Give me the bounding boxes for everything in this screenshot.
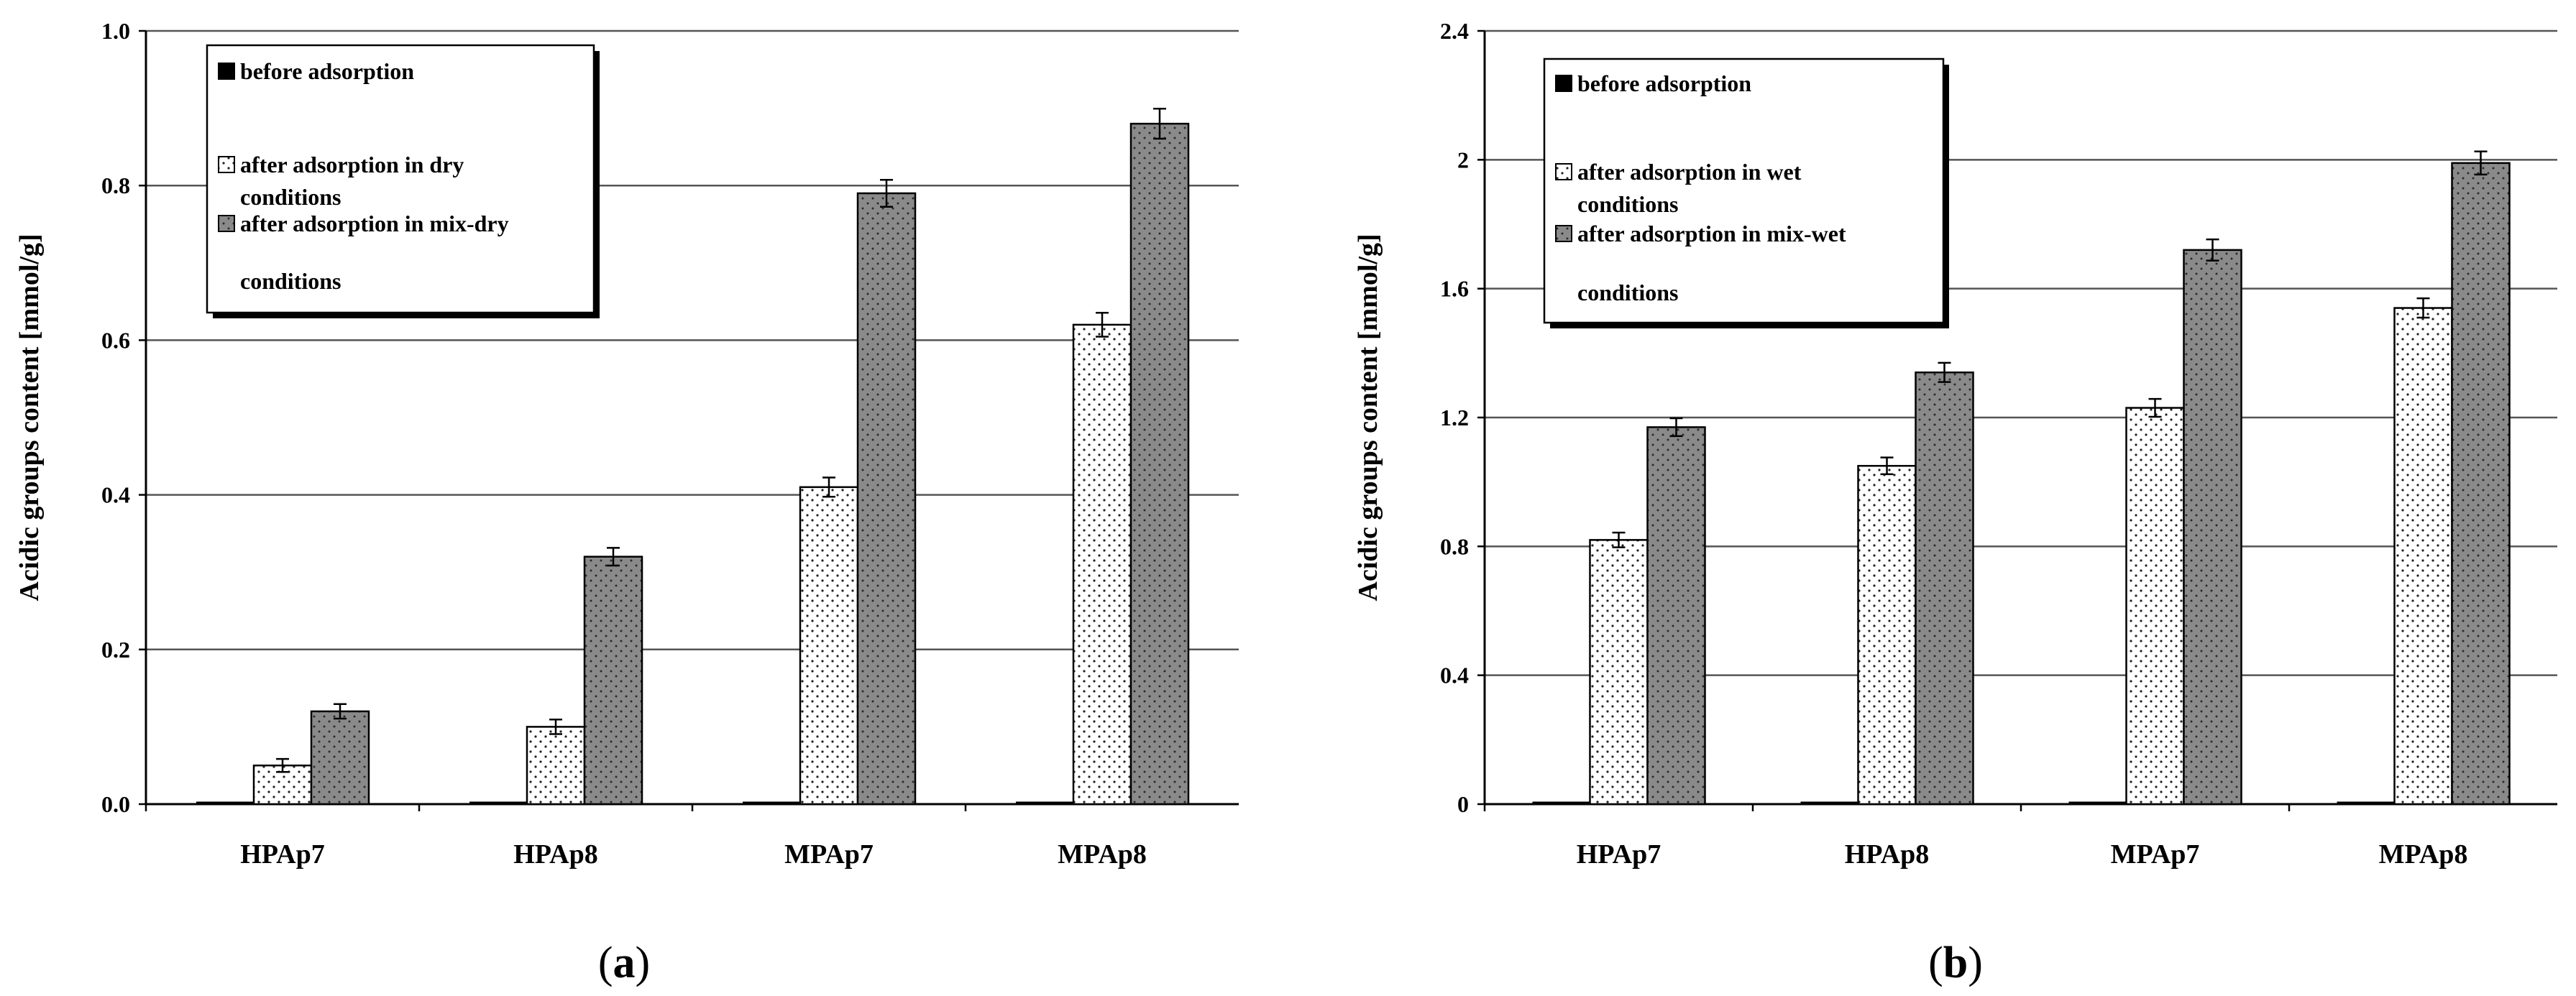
chart-panel-b: (b) 0 0.4 0.8 1.2 1.6 2 2.4 Acidic groups conte…: [1353, 18, 2557, 987]
chart-panel-a: (a) 0.0 0.2 0.4 0.6 0.8 1.0 Acidic groups cont…: [14, 18, 1239, 987]
y-axis-label: Acidic groups content [mmol/g]: [1353, 234, 1383, 601]
y-tick-label: 1.6: [1440, 276, 1469, 302]
category-label: HPAp8: [1845, 839, 1930, 870]
y-tick-label: 0.4: [101, 482, 130, 508]
category-label: MPAp7: [2111, 839, 2200, 870]
y-tick-label: 2.4: [1440, 18, 1469, 44]
legend-label: conditions: [1577, 280, 1678, 305]
bar: [583, 555, 643, 806]
bar: [1589, 539, 1649, 806]
y-tick-label: 1.0: [101, 18, 130, 44]
legend-swatch: [1555, 75, 1572, 92]
legend-swatch: [218, 215, 235, 232]
panel-label-b: (b): [1928, 939, 1983, 987]
legend-label: after adsorption in wet: [1577, 159, 1802, 185]
bar: [1072, 323, 1132, 806]
panel-letter-b: b: [1943, 939, 1968, 987]
legend-label: after adsorption in mix-dry: [240, 211, 509, 236]
legend-label: conditions: [1577, 191, 1678, 217]
legend-label: conditions: [240, 184, 341, 210]
y-tick-label: 0: [1457, 791, 1469, 817]
legend-label: before adsorption: [1577, 70, 1751, 96]
legend-swatch: [218, 156, 235, 173]
bar: [2393, 307, 2453, 806]
bar: [856, 192, 917, 806]
bar: [1915, 371, 1974, 806]
bar: [1646, 426, 1706, 806]
y-tick-label: 0.6: [101, 327, 130, 353]
bar: [2183, 249, 2242, 806]
legend-label: after adsorption in dry: [240, 152, 464, 177]
category-label: HPAp7: [1577, 839, 1661, 870]
legend-swatch: [218, 63, 235, 80]
panel-label-a: (a): [598, 939, 650, 987]
category-label: HPAp7: [240, 839, 325, 870]
legend-swatch: [1555, 225, 1572, 242]
legend-swatch: [1555, 163, 1572, 180]
category-label: MPAp8: [1058, 839, 1147, 870]
category-label: MPAp8: [2379, 839, 2468, 870]
y-tick-label: 0.8: [1440, 533, 1469, 559]
y-tick-label: 0.0: [101, 791, 130, 817]
bar: [1857, 465, 1917, 806]
bar: [310, 710, 370, 806]
legend-label: conditions: [240, 268, 341, 294]
y-tick-label: 2: [1457, 147, 1469, 172]
category-label: HPAp8: [513, 839, 598, 870]
legend-label: after adsorption in mix-wet: [1577, 221, 1846, 246]
legend-box: [1543, 57, 1945, 324]
y-tick-label: 1.2: [1440, 405, 1469, 430]
y-tick-label: 0.4: [1440, 663, 1469, 688]
bar: [2451, 162, 2511, 806]
bar: [1129, 122, 1190, 806]
legend-label: before adsorption: [240, 58, 414, 84]
y-tick-label: 0.2: [101, 637, 130, 663]
bar: [526, 726, 586, 806]
panel-letter-a: a: [613, 939, 636, 987]
legend-box: [206, 44, 595, 314]
y-axis-label: Acidic groups content [mmol/g]: [14, 234, 45, 601]
bar: [799, 486, 859, 806]
bar: [2125, 407, 2185, 806]
category-label: MPAp7: [784, 839, 874, 870]
y-tick-label: 0.8: [101, 172, 130, 198]
